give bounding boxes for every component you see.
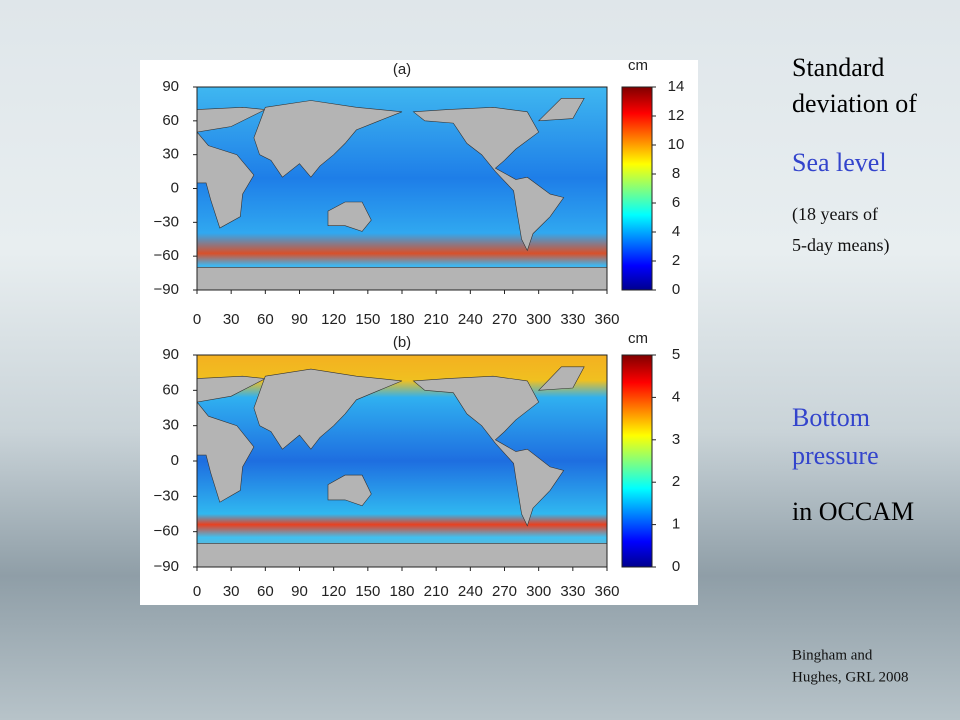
citation: Hughes, GRL 2008 bbox=[792, 669, 909, 685]
sea-note: 5-day means) bbox=[792, 235, 889, 256]
colorbar-tick-label: 12 bbox=[668, 107, 685, 124]
y-tick-label: 0 bbox=[171, 452, 179, 469]
land bbox=[537, 366, 585, 391]
colorbar-tick-label: 5 bbox=[672, 346, 680, 363]
land bbox=[253, 100, 403, 178]
x-tick-label: 180 bbox=[389, 583, 414, 600]
x-tick-label: 60 bbox=[257, 311, 274, 328]
colorbar-tick-label: 10 bbox=[668, 136, 685, 153]
colorbar-tick-label: 3 bbox=[672, 431, 680, 448]
model-label: in OCCAM bbox=[792, 497, 914, 526]
colorbar-tick-label: 4 bbox=[672, 223, 680, 240]
x-tick-label: 240 bbox=[458, 583, 483, 600]
colorbar-tick-label: 14 bbox=[668, 78, 685, 95]
x-tick-label: 90 bbox=[291, 583, 308, 600]
colorbar bbox=[621, 86, 653, 291]
x-tick-label: 180 bbox=[389, 311, 414, 328]
land bbox=[327, 201, 372, 232]
x-tick-label: 0 bbox=[193, 311, 201, 328]
y-tick-label: −60 bbox=[154, 523, 179, 540]
land bbox=[253, 368, 403, 450]
x-tick-label: 330 bbox=[560, 311, 585, 328]
x-tick-label: 210 bbox=[424, 583, 449, 600]
y-tick-label: 90 bbox=[162, 346, 179, 363]
x-tick-label: 60 bbox=[257, 583, 274, 600]
colorbar-tick-label: 0 bbox=[672, 281, 680, 298]
y-tick-label: 0 bbox=[171, 179, 179, 196]
y-tick-label: −90 bbox=[154, 281, 179, 298]
y-tick-label: 60 bbox=[162, 112, 179, 129]
land bbox=[196, 267, 608, 291]
title-line: deviation of bbox=[792, 89, 917, 118]
colorbar-tick-label: 2 bbox=[672, 252, 680, 269]
y-tick-label: 60 bbox=[162, 381, 179, 398]
colorbar-unit: cm bbox=[628, 330, 648, 347]
y-tick-label: 30 bbox=[162, 417, 179, 434]
x-tick-label: 330 bbox=[560, 583, 585, 600]
land bbox=[412, 106, 565, 252]
x-tick-label: 30 bbox=[223, 583, 240, 600]
colorbar-tick-label: 2 bbox=[672, 473, 680, 490]
citation: Bingham and bbox=[792, 647, 873, 663]
panel-label: (a) bbox=[393, 61, 411, 78]
colorbar-tick-label: 1 bbox=[672, 516, 680, 533]
x-tick-label: 150 bbox=[355, 311, 380, 328]
y-tick-label: −90 bbox=[154, 558, 179, 575]
x-tick-label: 30 bbox=[223, 311, 240, 328]
x-tick-label: 360 bbox=[594, 311, 619, 328]
land bbox=[537, 98, 585, 122]
x-tick-label: 150 bbox=[355, 583, 380, 600]
y-tick-label: 90 bbox=[162, 78, 179, 95]
land bbox=[327, 474, 372, 507]
x-tick-label: 360 bbox=[594, 583, 619, 600]
land bbox=[196, 106, 267, 229]
x-tick-label: 270 bbox=[492, 311, 517, 328]
colorbar bbox=[621, 354, 653, 568]
x-tick-label: 300 bbox=[526, 311, 551, 328]
x-tick-label: 270 bbox=[492, 583, 517, 600]
sea-level-label: Sea level bbox=[792, 148, 887, 177]
x-tick-label: 0 bbox=[193, 583, 201, 600]
x-tick-label: 300 bbox=[526, 583, 551, 600]
y-tick-label: −60 bbox=[154, 247, 179, 264]
bottom-pressure-label: pressure bbox=[792, 441, 879, 470]
x-tick-label: 120 bbox=[321, 311, 346, 328]
colorbar-unit: cm bbox=[628, 57, 648, 74]
bottom-pressure-label: Bottom bbox=[792, 403, 870, 432]
x-tick-label: 240 bbox=[458, 311, 483, 328]
x-tick-label: 120 bbox=[321, 583, 346, 600]
colorbar-tick-label: 6 bbox=[672, 194, 680, 211]
land bbox=[196, 543, 608, 568]
x-tick-label: 210 bbox=[424, 311, 449, 328]
land bbox=[196, 375, 267, 503]
y-tick-label: 30 bbox=[162, 146, 179, 163]
colorbar-tick-label: 8 bbox=[672, 165, 680, 182]
title-line: Standard bbox=[792, 53, 884, 82]
colorbar-tick-label: 4 bbox=[672, 388, 680, 405]
y-tick-label: −30 bbox=[154, 487, 179, 504]
panel-label: (b) bbox=[393, 334, 411, 351]
land bbox=[412, 375, 565, 527]
y-tick-label: −30 bbox=[154, 213, 179, 230]
x-tick-label: 90 bbox=[291, 311, 308, 328]
sea-note: (18 years of bbox=[792, 204, 878, 225]
colorbar-tick-label: 0 bbox=[672, 558, 680, 575]
